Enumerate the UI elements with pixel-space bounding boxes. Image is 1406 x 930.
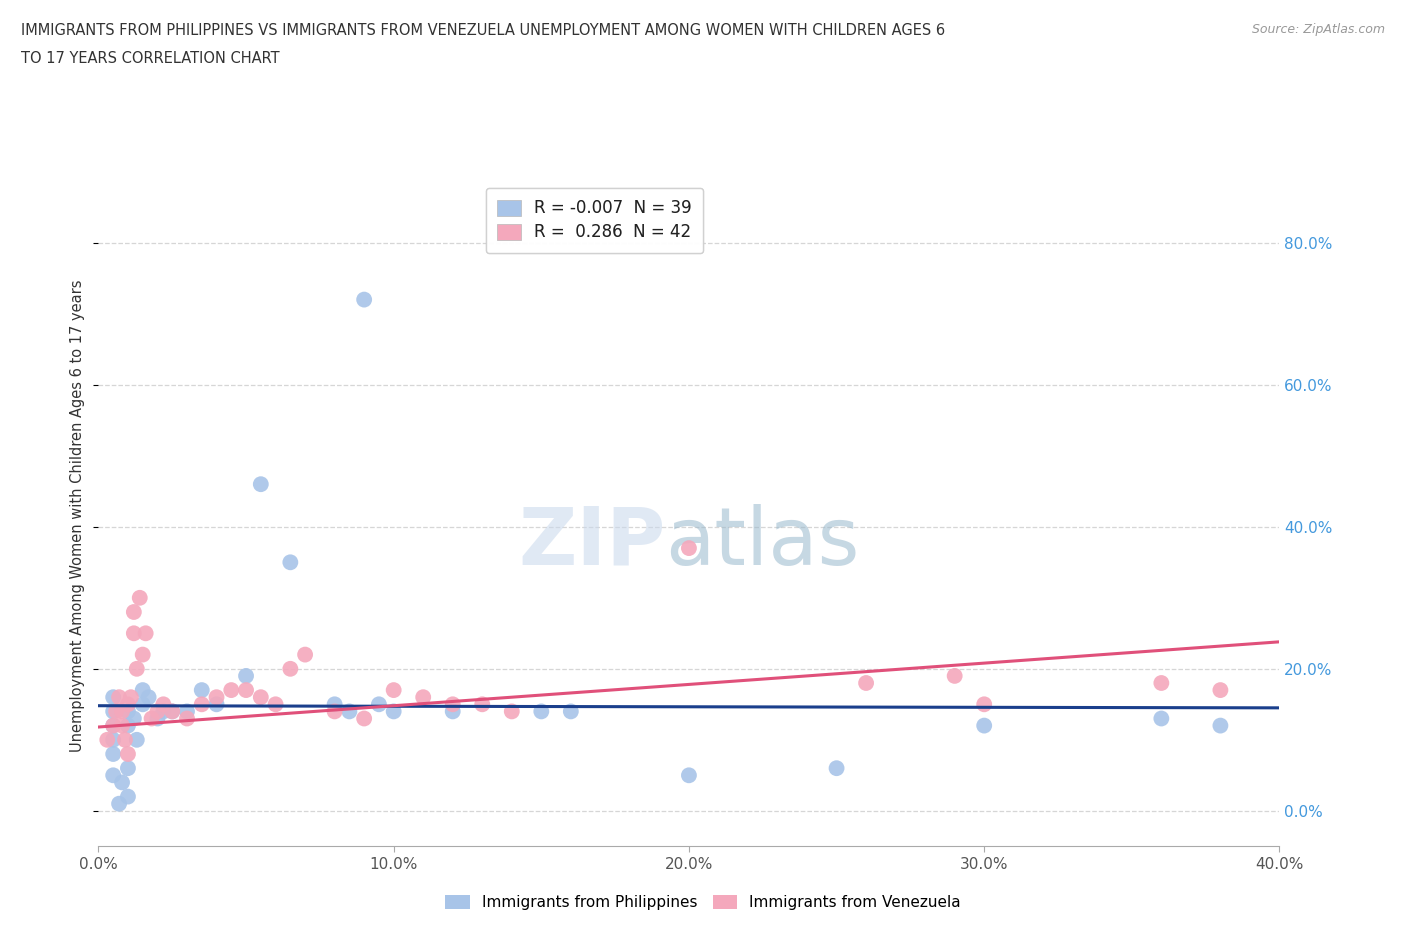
Point [111,775,134,790]
Point [103,718,125,733]
Point [103,704,125,719]
Point [530,704,553,719]
Point [250,477,273,492]
Point [105,704,128,719]
Point [132,697,155,711]
Point [205,690,228,705]
Point [146,704,169,719]
Point [103,690,125,705]
Point [560,704,582,719]
Point [1209,683,1232,698]
Point [114,732,136,747]
Point [103,747,125,762]
Point [323,697,346,711]
Point [353,292,375,307]
Point [221,683,243,698]
Point [103,718,125,733]
Point [264,697,287,711]
Point [382,683,405,698]
Point [323,704,346,719]
Point [108,690,131,705]
Point [280,555,302,570]
Point [135,626,157,641]
Point [117,718,139,733]
Point [141,711,163,726]
Point [1150,711,1173,726]
Point [111,704,134,719]
Point [152,704,174,719]
Point [250,690,273,705]
Point [205,697,228,711]
Point [855,675,877,690]
Point [235,683,257,698]
Point [176,711,198,726]
Legend: R = -0.007  N = 39, R =  0.286  N = 42: R = -0.007 N = 39, R = 0.286 N = 42 [485,188,703,253]
Point [96,732,118,747]
Point [103,732,125,747]
Text: IMMIGRANTS FROM PHILIPPINES VS IMMIGRANTS FROM VENEZUELA UNEMPLOYMENT AMONG WOME: IMMIGRANTS FROM PHILIPPINES VS IMMIGRANT… [21,23,945,38]
Point [441,704,464,719]
Point [125,661,148,676]
Point [162,704,184,719]
Text: TO 17 YEARS CORRELATION CHART: TO 17 YEARS CORRELATION CHART [21,51,280,66]
Point [117,790,139,804]
Point [122,711,145,726]
Point [125,732,148,747]
Point [678,768,700,783]
Point [678,540,700,555]
Point [132,647,155,662]
Point [108,796,131,811]
Point [382,704,405,719]
Point [128,591,150,605]
Text: ZIP: ZIP [517,503,665,581]
Point [120,690,142,705]
Point [122,604,145,619]
Point [117,704,139,719]
Point [412,690,434,705]
Point [235,669,257,684]
Point [825,761,848,776]
Point [973,697,995,711]
Point [943,669,966,684]
Point [132,683,155,698]
Point [294,647,316,662]
Point [152,697,174,711]
Point [1209,718,1232,733]
Point [280,661,302,676]
Point [471,697,494,711]
Text: Source: ZipAtlas.com: Source: ZipAtlas.com [1251,23,1385,36]
Point [353,711,375,726]
Point [441,697,464,711]
Text: atlas: atlas [665,503,859,581]
Legend: Immigrants from Philippines, Immigrants from Venezuela: Immigrants from Philippines, Immigrants … [437,887,969,918]
Point [103,768,125,783]
Point [146,711,169,726]
Point [176,704,198,719]
Y-axis label: Unemployment Among Women with Children Ages 6 to 17 years: Unemployment Among Women with Children A… [70,280,86,752]
Point [117,761,139,776]
Point [501,704,523,719]
Point [973,718,995,733]
Point [122,626,145,641]
Point [368,697,391,711]
Point [339,704,361,719]
Point [1150,675,1173,690]
Point [162,704,184,719]
Point [111,718,134,733]
Point [191,697,214,711]
Point [191,683,214,698]
Point [117,747,139,762]
Point [117,697,139,711]
Point [138,690,160,705]
